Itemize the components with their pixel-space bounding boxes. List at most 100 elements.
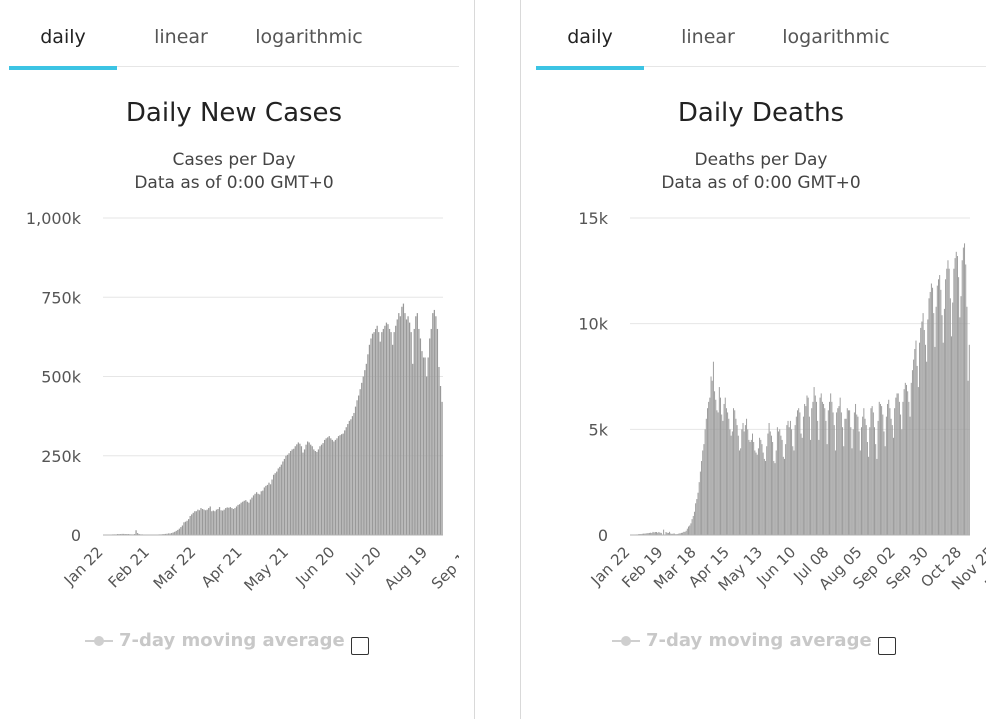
bar[interactable] [384,325,386,535]
bar[interactable] [419,338,422,535]
bar[interactable] [754,450,756,535]
bar[interactable] [354,406,357,535]
bar[interactable] [205,510,207,535]
bar[interactable] [731,431,733,535]
bar[interactable] [766,446,768,535]
bar[interactable] [958,277,960,535]
bar[interactable] [316,451,318,535]
bar[interactable] [686,528,688,535]
bar[interactable] [201,509,204,535]
bar[interactable] [123,533,125,535]
bar[interactable] [387,324,389,535]
bar[interactable] [169,533,171,535]
bar[interactable] [373,332,375,535]
bar[interactable] [673,533,675,535]
bar[interactable] [923,330,925,535]
bar[interactable] [211,511,213,535]
bar[interactable] [209,506,211,535]
bar[interactable] [379,341,381,535]
bar[interactable] [294,446,296,535]
bar[interactable] [704,429,706,535]
bar[interactable] [325,438,327,535]
bar[interactable] [277,468,279,535]
bar[interactable] [441,401,443,535]
bar[interactable] [898,401,900,535]
bar[interactable] [866,442,868,535]
bar[interactable] [181,525,184,535]
bar[interactable] [214,511,216,535]
bar[interactable] [741,429,743,535]
bar[interactable] [716,410,718,535]
bar[interactable] [855,403,857,535]
bar[interactable] [225,508,227,535]
bar[interactable] [334,439,337,535]
bar[interactable] [966,306,968,535]
bar[interactable] [797,410,798,535]
bar[interactable] [698,482,700,535]
bar[interactable] [223,509,225,535]
bar[interactable] [843,446,845,535]
bar[interactable] [692,515,694,535]
bar[interactable] [172,532,174,535]
bar[interactable] [894,408,896,535]
bar[interactable] [770,435,772,535]
bar[interactable] [341,434,343,535]
bar[interactable] [805,406,807,535]
bar[interactable] [896,393,898,535]
bar[interactable] [398,313,400,535]
bar[interactable] [875,444,877,535]
bar[interactable] [405,319,408,535]
bar[interactable] [788,427,790,535]
bar[interactable] [915,340,917,535]
bar[interactable] [183,522,185,535]
bar[interactable] [429,338,431,535]
bar[interactable] [396,319,398,535]
bar[interactable] [685,530,687,535]
bar[interactable] [897,393,899,535]
bar[interactable] [192,512,194,535]
bar[interactable] [666,532,668,535]
bar[interactable] [418,328,420,535]
bar[interactable] [191,514,193,535]
bar[interactable] [949,298,951,535]
bar[interactable] [171,533,173,535]
bar[interactable] [135,530,137,535]
bar[interactable] [333,441,335,535]
bar[interactable] [260,491,262,535]
bar[interactable] [422,357,425,535]
bar[interactable] [883,431,885,535]
bar[interactable] [285,455,287,535]
bar[interactable] [203,509,205,535]
bar[interactable] [926,361,928,535]
bar[interactable] [345,427,347,535]
bar[interactable] [742,422,744,535]
bar[interactable] [968,344,970,535]
bar[interactable] [697,492,699,535]
bar[interactable] [395,325,397,535]
bar[interactable] [907,391,909,535]
bar[interactable] [965,264,967,535]
bar[interactable] [319,446,321,535]
bar[interactable] [280,464,282,535]
bar[interactable] [376,325,378,535]
bar[interactable] [887,403,889,535]
bar[interactable] [763,458,765,535]
bar[interactable] [917,387,919,535]
bar[interactable] [654,531,656,535]
bar[interactable] [954,258,956,535]
bar[interactable] [331,439,333,535]
bar[interactable] [218,507,221,535]
bar[interactable] [220,510,222,535]
bar[interactable] [653,532,655,535]
bar[interactable] [433,309,435,535]
bar[interactable] [217,509,219,535]
bar[interactable] [861,427,862,535]
bar[interactable] [909,416,911,535]
bar[interactable] [824,408,826,535]
bar[interactable] [246,501,248,535]
bar[interactable] [953,268,955,535]
bar[interactable] [249,499,252,536]
bar[interactable] [857,416,859,535]
bar[interactable] [831,401,833,535]
bar[interactable] [646,533,648,535]
